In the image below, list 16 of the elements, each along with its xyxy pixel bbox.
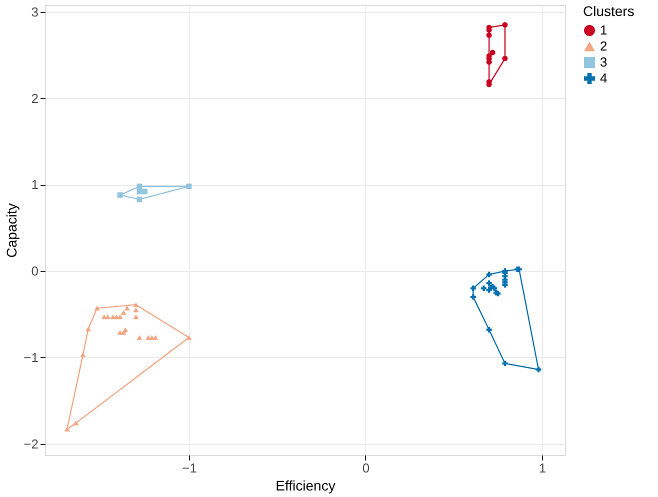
legend-label: 4 [600,70,608,86]
x-tick-label: 0 [362,460,370,476]
x-tick-label: 1 [538,460,546,476]
x-axis-title: Efficiency [276,478,336,494]
y-tick-label: −1 [24,350,38,365]
y-tick-label: −2 [24,436,38,452]
legend-label: 2 [600,38,608,54]
x-tick-label: −1 [182,460,197,476]
y-axis-title: Capacity [4,203,20,258]
legend-label: 1 [600,22,608,38]
legend-label: 3 [600,54,608,70]
y-tick-label: 1 [31,177,38,192]
legend-title: Clusters [583,3,634,19]
y-tick-label: 2 [31,90,38,106]
y-tick-label: 3 [31,4,38,20]
y-tick-label: 0 [31,264,38,279]
